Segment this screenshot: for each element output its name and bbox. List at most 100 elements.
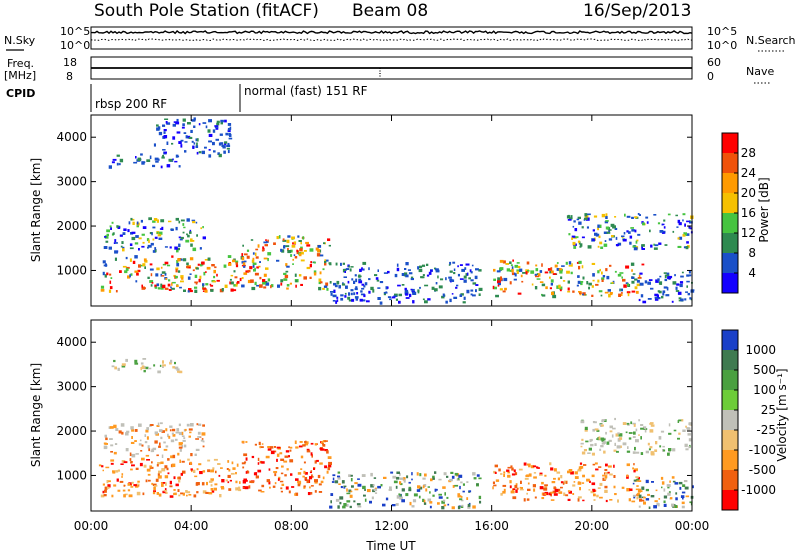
- echo-cell: [250, 239, 254, 241]
- echo-cell: [256, 475, 259, 479]
- echo-cell: [503, 471, 506, 474]
- echo-cell: [114, 242, 118, 244]
- echo-cell: [151, 482, 153, 485]
- echo-cell: [663, 219, 666, 222]
- echo-cell: [146, 468, 151, 472]
- echo-cell: [317, 249, 321, 253]
- echo-cell: [159, 429, 163, 432]
- echo-cell: [121, 473, 124, 476]
- echo-cell: [686, 280, 690, 283]
- echo-cell: [172, 454, 176, 459]
- echo-cell: [475, 268, 479, 271]
- echo-cell: [273, 242, 276, 245]
- echo-cell: [377, 297, 381, 300]
- echo-cell: [686, 233, 690, 236]
- echo-cell: [520, 274, 523, 278]
- echo-cell: [238, 486, 241, 490]
- echo-cell: [206, 481, 208, 486]
- echo-cell: [201, 261, 205, 265]
- echo-cell: [265, 267, 269, 270]
- echo-cell: [154, 157, 159, 161]
- echo-cell: [309, 486, 311, 489]
- echo-cell: [658, 436, 662, 440]
- echo-cell: [617, 242, 622, 246]
- echo-cell: [438, 478, 442, 481]
- echo-cell: [251, 480, 255, 484]
- echo-cell: [134, 362, 139, 365]
- echo-cell: [307, 492, 311, 496]
- echo-cell: [401, 499, 405, 503]
- echo-cell: [580, 445, 583, 448]
- echo-cell: [142, 492, 145, 496]
- echo-cell: [144, 434, 147, 437]
- echo-cell: [370, 286, 374, 291]
- echo-cell: [377, 269, 379, 272]
- echo-cell: [149, 268, 154, 271]
- echo-cell: [290, 254, 293, 257]
- echo-cell: [607, 289, 611, 292]
- echo-cell: [615, 236, 618, 240]
- nsky-tick-top: 10^5: [60, 25, 90, 38]
- echo-cell: [584, 213, 588, 217]
- echo-cell: [396, 471, 400, 474]
- echo-cell: [179, 286, 182, 289]
- echo-cell: [560, 481, 564, 484]
- echo-cell: [600, 294, 603, 297]
- echo-cell: [672, 230, 675, 233]
- echo-cell: [190, 238, 193, 242]
- echo-cell: [648, 506, 651, 509]
- echo-cell: [385, 291, 388, 294]
- echo-cell: [309, 476, 313, 480]
- echo-cell: [222, 145, 226, 149]
- echo-cell: [682, 484, 686, 487]
- echo-cell: [353, 280, 356, 284]
- echo-cell: [499, 267, 504, 271]
- echo-cell: [533, 488, 536, 492]
- echo-cell: [549, 287, 552, 290]
- echo-cell: [605, 226, 610, 230]
- echo-cell: [678, 222, 682, 226]
- echo-cell: [208, 149, 211, 151]
- echo-cell: [420, 276, 424, 279]
- echo-cell: [634, 446, 636, 451]
- echo-cell: [614, 493, 617, 496]
- echo-cell: [594, 232, 598, 236]
- echo-cell: [671, 503, 675, 507]
- echo-cell: [680, 298, 684, 302]
- echo-cell: [626, 283, 629, 286]
- echo-cell: [154, 247, 157, 251]
- echo-cell: [588, 489, 591, 491]
- echo-cell: [591, 474, 595, 478]
- echo-cell: [502, 260, 506, 264]
- echo-cell: [530, 270, 535, 274]
- echo-cell: [678, 236, 683, 240]
- echo-cell: [290, 249, 293, 253]
- echo-cell: [618, 437, 623, 440]
- echo-cell: [523, 498, 526, 502]
- echo-cell: [302, 444, 306, 447]
- echo-cell: [182, 492, 185, 496]
- echo-cell: [617, 499, 619, 503]
- echo-cell: [373, 488, 378, 492]
- echo-cell: [299, 253, 302, 257]
- echo-cell: [281, 483, 285, 486]
- echo-cell: [114, 443, 118, 445]
- echo-cell: [330, 291, 334, 293]
- echo-cell: [259, 445, 262, 449]
- echo-cell: [187, 122, 191, 125]
- echo-cell: [227, 255, 232, 258]
- echo-cell: [661, 295, 664, 299]
- echo-cell: [134, 429, 138, 432]
- echo-cell: [244, 260, 247, 263]
- echo-cell: [167, 458, 170, 461]
- echo-cell: [165, 491, 168, 494]
- echo-cell: [402, 477, 406, 481]
- echo-cell: [221, 288, 224, 292]
- echo-cell: [568, 261, 572, 265]
- echo-cell: [168, 158, 173, 162]
- echo-cell: [658, 242, 662, 245]
- echo-cell: [348, 292, 350, 296]
- echo-cell: [423, 499, 426, 503]
- echo-cell: [640, 436, 642, 440]
- echo-cell: [493, 268, 496, 272]
